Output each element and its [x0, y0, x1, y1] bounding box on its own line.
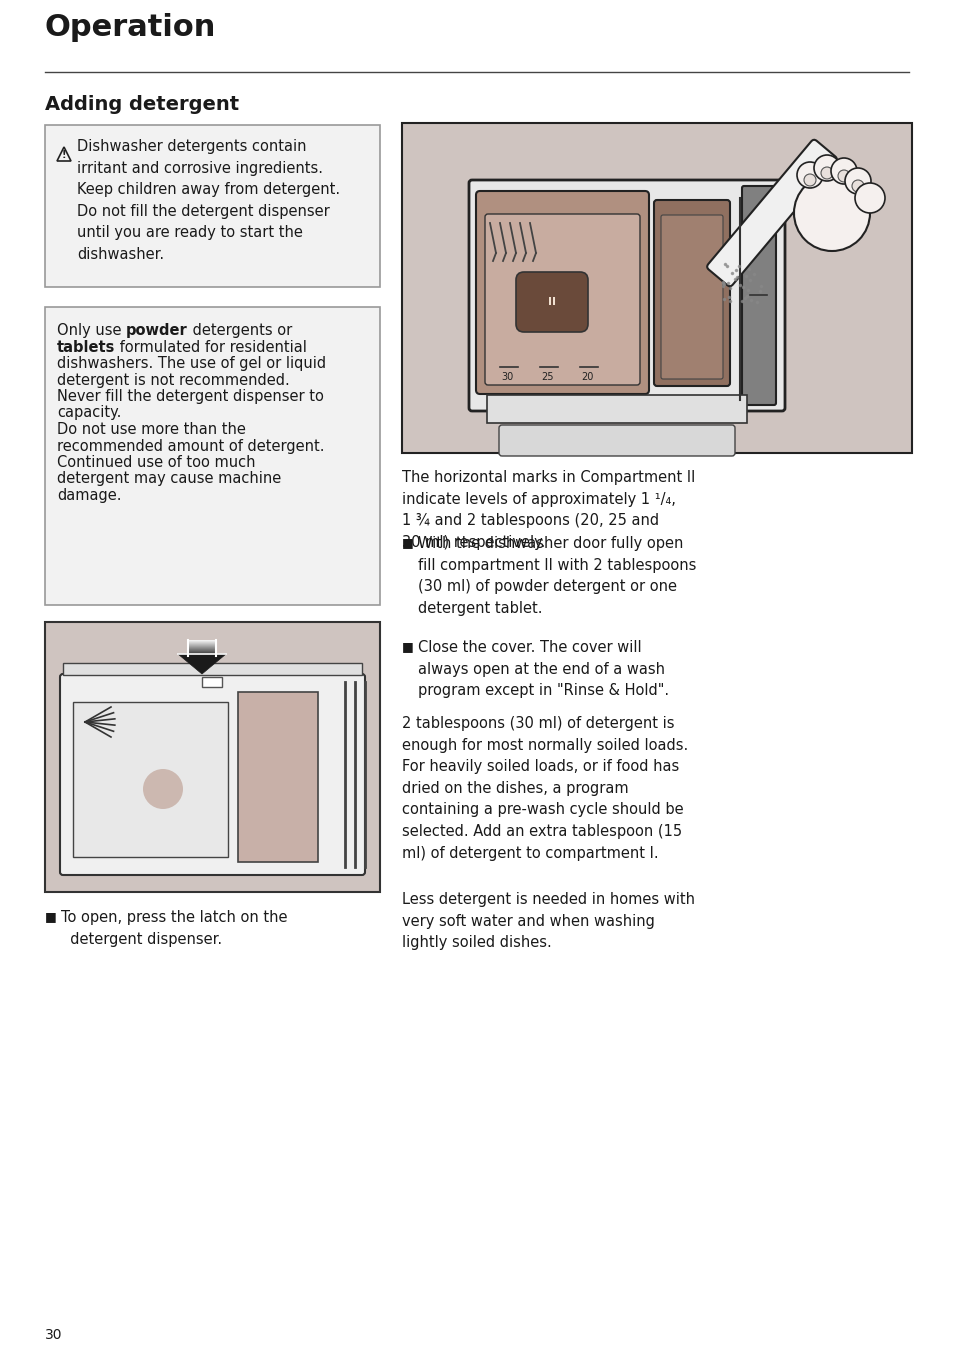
Text: Dishwasher detergents contain
irritant and corrosive ingredients.
Keep children : Dishwasher detergents contain irritant a… — [77, 139, 340, 262]
Text: detergent is not recommended.: detergent is not recommended. — [57, 373, 290, 388]
FancyBboxPatch shape — [469, 180, 784, 411]
Bar — [188, 652, 215, 653]
Text: formulated for residential: formulated for residential — [115, 339, 307, 354]
Text: With the dishwasher door fully open
fill compartment II with 2 tablespoons
(30 m: With the dishwasher door fully open fill… — [417, 535, 696, 615]
Circle shape — [813, 155, 840, 181]
Circle shape — [143, 769, 183, 808]
Text: detergent may cause machine: detergent may cause machine — [57, 472, 281, 487]
Bar — [188, 641, 215, 642]
Circle shape — [796, 162, 822, 188]
Circle shape — [851, 180, 863, 192]
Circle shape — [854, 183, 884, 214]
FancyBboxPatch shape — [660, 215, 722, 379]
Text: Continued use of too much: Continued use of too much — [57, 456, 255, 470]
Bar — [188, 645, 215, 648]
Bar — [63, 662, 361, 675]
Circle shape — [793, 174, 869, 251]
Bar — [188, 641, 215, 644]
Text: detergents or: detergents or — [188, 323, 292, 338]
Text: tablets: tablets — [57, 339, 115, 354]
Circle shape — [803, 174, 815, 187]
Text: Never fill the detergent dispenser to: Never fill the detergent dispenser to — [57, 389, 323, 404]
Text: recommended amount of detergent.: recommended amount of detergent. — [57, 438, 324, 453]
Bar — [237, 692, 317, 863]
Circle shape — [830, 158, 856, 184]
Polygon shape — [178, 654, 226, 675]
FancyBboxPatch shape — [60, 675, 365, 875]
Text: powder: powder — [126, 323, 188, 338]
Text: !: ! — [62, 150, 66, 160]
Text: ■: ■ — [401, 639, 414, 653]
Bar — [73, 702, 228, 857]
Text: II: II — [547, 297, 556, 307]
Bar — [188, 653, 215, 654]
FancyBboxPatch shape — [498, 425, 734, 456]
Bar — [188, 649, 215, 652]
Text: capacity.: capacity. — [57, 406, 121, 420]
Text: Close the cover. The cover will
always open at the end of a wash
program except : Close the cover. The cover will always o… — [417, 639, 668, 698]
Bar — [188, 642, 215, 644]
Text: ■: ■ — [45, 910, 56, 923]
Text: Operation: Operation — [45, 14, 216, 42]
Bar — [188, 649, 215, 650]
Text: 25: 25 — [540, 372, 553, 383]
FancyBboxPatch shape — [516, 272, 587, 333]
Bar — [188, 650, 215, 652]
FancyBboxPatch shape — [741, 187, 775, 406]
Bar — [188, 645, 215, 646]
Bar — [401, 123, 911, 453]
Text: To open, press the latch on the
  detergent dispenser.: To open, press the latch on the detergen… — [61, 910, 287, 946]
Text: 30: 30 — [45, 1328, 63, 1343]
Circle shape — [844, 168, 870, 193]
Text: Adding detergent: Adding detergent — [45, 95, 239, 114]
Bar — [45, 622, 379, 892]
Circle shape — [837, 170, 849, 183]
Text: dishwashers. The use of gel or liquid: dishwashers. The use of gel or liquid — [57, 356, 326, 370]
Text: ■: ■ — [401, 535, 414, 549]
Text: Less detergent is needed in homes with
very soft water and when washing
lightly : Less detergent is needed in homes with v… — [401, 892, 695, 950]
Circle shape — [821, 168, 832, 178]
Text: Only use: Only use — [57, 323, 126, 338]
Bar — [188, 644, 215, 645]
Bar — [486, 395, 746, 423]
Bar — [45, 307, 379, 604]
Text: Do not use more than the: Do not use more than the — [57, 422, 246, 437]
Text: 30: 30 — [500, 372, 513, 383]
Bar — [188, 639, 215, 641]
FancyBboxPatch shape — [476, 191, 648, 393]
Bar — [188, 646, 215, 648]
Bar — [188, 654, 215, 656]
Bar — [188, 648, 215, 649]
FancyBboxPatch shape — [706, 139, 836, 287]
Bar — [202, 677, 222, 687]
FancyBboxPatch shape — [484, 214, 639, 385]
Bar — [45, 124, 379, 287]
Text: The horizontal marks in Compartment II
indicate levels of approximately 1 ¹/₄,
1: The horizontal marks in Compartment II i… — [401, 470, 695, 550]
Bar — [188, 653, 215, 654]
Text: 20: 20 — [580, 372, 593, 383]
FancyBboxPatch shape — [654, 200, 729, 387]
Text: 2 tablespoons (30 ml) of detergent is
enough for most normally soiled loads.
For: 2 tablespoons (30 ml) of detergent is en… — [401, 717, 687, 861]
Text: damage.: damage. — [57, 488, 121, 503]
